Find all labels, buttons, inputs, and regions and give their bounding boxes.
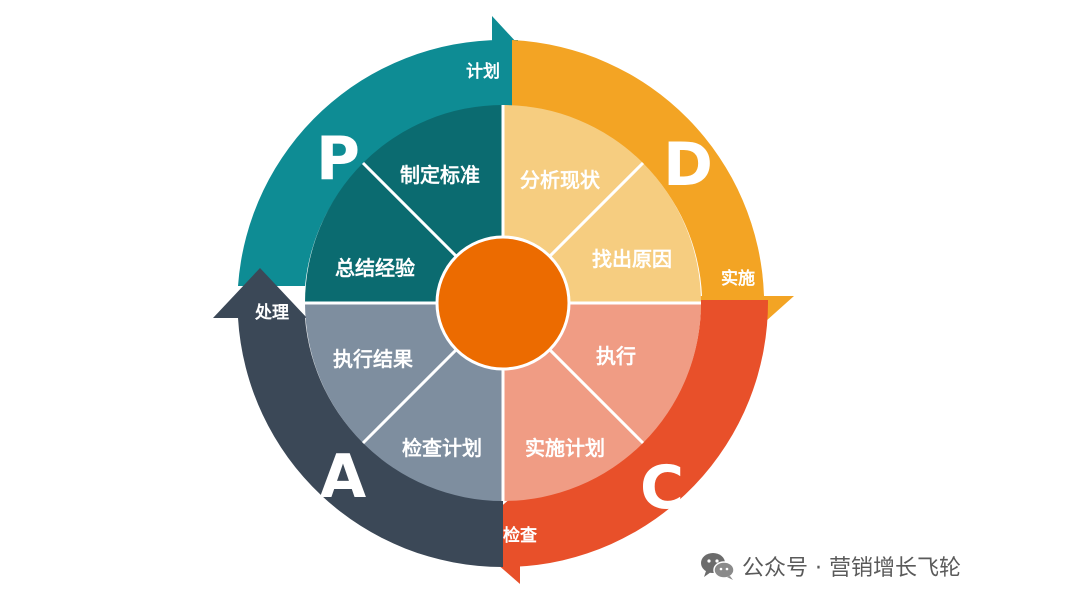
act-arrow-label: 处理 (254, 302, 289, 323)
sector-check-2-label: 实施计划 (525, 436, 605, 460)
act-letter: A (320, 442, 367, 512)
do-arrow-label: 实施 (721, 268, 755, 289)
inner-pie (305, 105, 701, 501)
arrow-labels: 计划 实施 检查 处理 (254, 61, 755, 546)
plan-letter: P (316, 124, 360, 194)
watermark: 公众号 · 营销增长飞轮 (700, 546, 961, 586)
sector-plan-1-label: 制定标准 (400, 163, 480, 187)
watermark-text: 公众号 · 营销增长飞轮 (742, 556, 961, 581)
sector-act-2-label: 执行结果 (333, 347, 413, 371)
wechat-icon (701, 553, 735, 580)
check-arc (512, 300, 769, 567)
sector-do-1-label: 分析现状 (520, 168, 601, 192)
sector-do-2-label: 找出原因 (592, 247, 672, 271)
act-arc (238, 318, 503, 568)
check-arrow-label: 检查 (503, 525, 538, 546)
sector-labels: 制定标准 总结经验 分析现状 找出原因 执行 实施计划 检查计划 执行结果 (333, 163, 672, 460)
sector-check-1-label: 执行 (596, 344, 636, 368)
center-hub (435, 235, 571, 371)
plan-arrow-label: 计划 (466, 61, 500, 82)
sector-act-1-label: 检查计划 (402, 436, 482, 460)
plan-arc (238, 39, 518, 286)
act-arrowhead (213, 268, 307, 318)
outer-ring (213, 16, 794, 584)
phase-letters: P D C A (316, 124, 713, 523)
check-letter: C (640, 453, 684, 523)
do-arc (512, 40, 764, 296)
sector-plan-2-label: 总结经验 (335, 256, 415, 280)
do-letter: D (663, 130, 713, 200)
